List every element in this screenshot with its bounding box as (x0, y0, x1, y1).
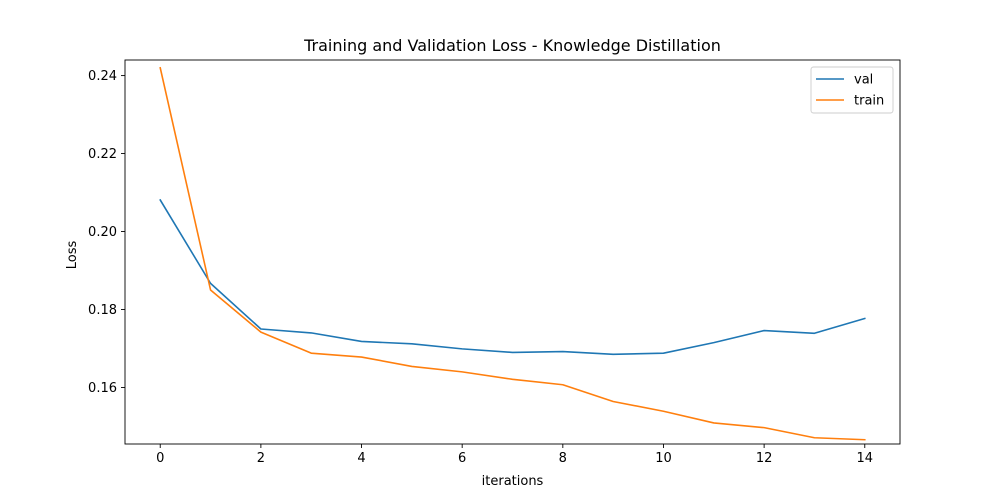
plot-area (124, 59, 901, 445)
x-tick-label: 6 (458, 451, 466, 466)
plot-frame (124, 59, 901, 445)
y-tick-label: 0.22 (88, 147, 117, 162)
x-tick-label: 8 (559, 451, 567, 466)
y-axis-label: Loss (65, 241, 80, 270)
y-tick-label: 0.18 (88, 303, 117, 318)
series-line-val (159, 198, 866, 356)
x-tick-label: 0 (156, 451, 164, 466)
legend-label-val: val (854, 73, 873, 88)
y-tick-label: 0.24 (88, 69, 117, 84)
chart-title: Training and Validation Loss - Knowledge… (303, 36, 721, 55)
y-axis: 0.16 0.18 0.20 0.22 0.24 (88, 69, 125, 396)
series-line-train (159, 66, 866, 441)
y-tick-label: 0.16 (88, 381, 117, 396)
x-tick-label: 12 (756, 451, 773, 466)
x-tick-label: 10 (655, 451, 672, 466)
x-tick-label: 4 (357, 451, 365, 466)
y-tick-label: 0.20 (88, 225, 117, 240)
x-axis-label: iterations (482, 474, 544, 489)
x-tick-label: 2 (257, 451, 265, 466)
legend: val train (810, 66, 894, 114)
x-axis: 0 2 4 6 8 10 12 14 (156, 444, 873, 466)
x-tick-label: 14 (856, 451, 873, 466)
legend-label-train: train (854, 94, 884, 109)
